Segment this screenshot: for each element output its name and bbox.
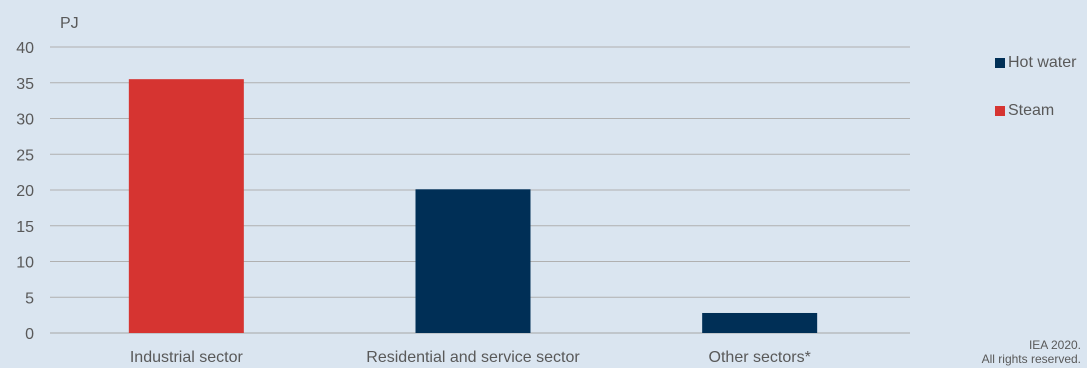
y-tick-label: 30 [16,112,34,129]
credit-line-1: IEA 2020. [1028,338,1081,352]
x-category-label: Residential and service sector [366,349,580,366]
y-tick-label: 35 [16,76,34,93]
legend-label-hot-water: Hot water [1008,54,1077,71]
legend-swatch-steam [995,106,1005,116]
bars [128,79,818,333]
legend-item-steam: Steam [995,101,1076,121]
legend-swatch-hot-water [995,58,1005,68]
legend: Hot water Steam [995,53,1076,149]
bar-hot-water [702,312,818,333]
y-tick-label: 15 [16,219,34,236]
y-tick-label: 20 [16,183,34,200]
legend-label-steam: Steam [1008,102,1055,119]
y-axis-ticks: 0 5 10 15 20 25 30 35 40 [16,40,34,343]
credit-line-2: All rights reserved. [981,352,1081,366]
bar-steam [128,79,244,333]
bar-hot-water [415,189,531,333]
y-axis-unit-label: PJ [60,15,79,32]
y-tick-label: 10 [16,255,34,272]
y-tick-label: 5 [25,290,34,307]
y-tick-label: 25 [16,147,34,164]
x-category-label: Other sectors* [709,349,811,366]
x-category-label: Industrial sector [130,349,244,366]
legend-item-hot-water: Hot water [995,53,1076,73]
y-tick-label: 0 [25,326,34,343]
y-tick-label: 40 [16,40,34,57]
x-axis-categories: Industrial sector Residential and service… [130,349,811,366]
credit: IEA 2020. All rights reserved. [982,338,1081,366]
